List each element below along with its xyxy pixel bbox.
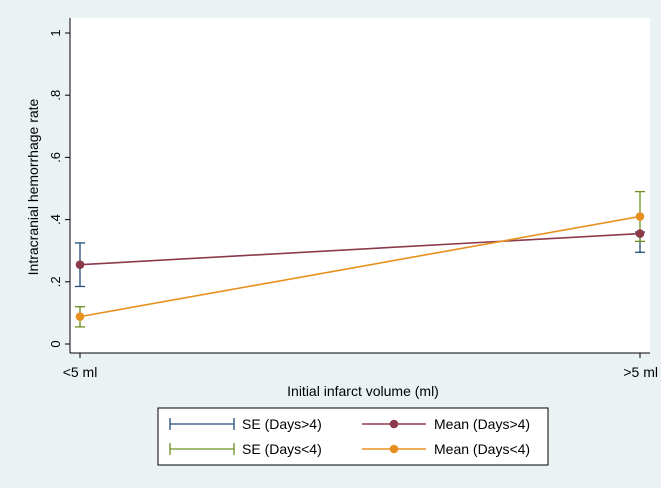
axes-group: 0 .2 .4 .6 .8 1 <5 ml >5 ml xyxy=(48,18,658,380)
data-point-1 xyxy=(635,229,645,238)
y-tick-label: .2 xyxy=(48,276,63,287)
y-tick-label: .6 xyxy=(48,152,63,163)
series-line-1 xyxy=(79,232,641,266)
data-point-2 xyxy=(75,312,85,321)
data-point-1 xyxy=(75,260,85,269)
legend-label: Mean (Days>4) xyxy=(434,416,530,432)
legend: SE (Days>4) Mean (Days>4) SE (Days<4) Mean … xyxy=(157,407,549,466)
legend-box xyxy=(157,407,549,466)
y-tick-label: 1 xyxy=(48,29,63,36)
x-tick-label: <5 ml xyxy=(63,364,98,380)
y-axis-label: Intracranial hemorrhage rate xyxy=(25,98,41,275)
legend-label: SE (Days<4) xyxy=(242,441,322,457)
marks-group xyxy=(75,190,645,328)
series-line-2 xyxy=(79,215,641,318)
y-tick-label: 0 xyxy=(48,340,63,347)
plot-area xyxy=(70,18,650,353)
legend-label: Mean (Days<4) xyxy=(434,441,530,457)
legend-swatch-marker xyxy=(389,444,399,454)
y-tick-label: .8 xyxy=(48,90,63,101)
data-point-2 xyxy=(635,212,645,221)
x-tick-label: >5 ml xyxy=(623,364,658,380)
legend-swatch-marker xyxy=(389,419,399,429)
x-axis-label: Initial infarct volume (ml) xyxy=(287,383,439,399)
legend-label: SE (Days>4) xyxy=(242,416,322,432)
y-tick-label: .4 xyxy=(48,214,63,225)
